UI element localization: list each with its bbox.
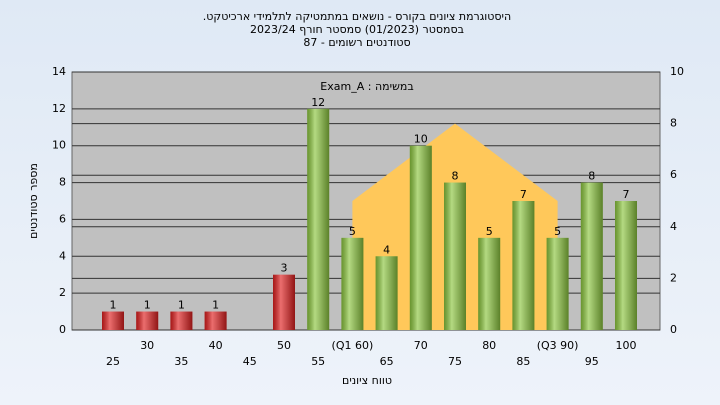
x-axis-label: טווח ציונים	[342, 374, 392, 387]
chart-title: היסטוגרמת ציונים בקורס - נושאים במתמטיקה…	[203, 10, 511, 23]
x-tick-label: 40	[209, 339, 223, 352]
x-tick-label: 95	[585, 355, 599, 368]
bar-shade	[204, 311, 227, 330]
data-label: 4	[383, 243, 390, 256]
bar-shade	[615, 201, 637, 330]
bar-shade	[102, 311, 124, 330]
x-tick-label: 45	[243, 355, 257, 368]
data-label: 8	[452, 170, 459, 183]
x-tick-label: 85	[516, 355, 530, 368]
y2-tick-label: 10	[670, 65, 684, 78]
y2-tick-label: 2	[670, 271, 677, 284]
data-label: 7	[520, 188, 527, 201]
x-tick-label: (Q1 60)	[332, 339, 374, 352]
bar-shade	[341, 237, 364, 330]
data-label: 1	[212, 299, 219, 312]
data-label: 7	[623, 188, 630, 201]
data-label: 10	[414, 133, 428, 146]
x-tick-label: 55	[311, 355, 325, 368]
y-tick-label: 14	[52, 65, 66, 78]
chart-subtitle: סטודנטים רשומים - 87	[303, 36, 410, 49]
bar-shade	[512, 201, 535, 330]
data-label: 5	[349, 225, 356, 238]
data-label: 5	[554, 225, 561, 238]
bar-shade	[307, 108, 330, 330]
y-tick-label: 4	[59, 249, 66, 262]
data-label: 1	[144, 299, 151, 312]
y-axis-label: מספר סטודנטים	[27, 163, 40, 239]
x-tick-label: 30	[140, 339, 154, 352]
bar-shade	[409, 145, 432, 330]
y2-tick-label: 4	[670, 220, 677, 233]
data-label: 1	[178, 299, 185, 312]
bar-shade	[170, 311, 193, 330]
y-tick-label: 0	[59, 323, 66, 336]
data-label: 5	[486, 225, 493, 238]
annotation: במשימה : Exam_A	[320, 80, 413, 93]
data-label: 1	[110, 299, 117, 312]
bar-shade	[580, 182, 603, 330]
bar-shade	[546, 237, 569, 330]
y-tick-label: 8	[59, 176, 66, 189]
y2-tick-label: 8	[670, 117, 677, 130]
x-tick-label: 70	[414, 339, 428, 352]
chart-subtitle: בסמסטר (01/2023) סמסטר חורף 2023/24	[250, 23, 464, 36]
x-tick-label: 25	[106, 355, 120, 368]
x-tick-label: (Q3 90)	[537, 339, 579, 352]
y-tick-label: 12	[52, 102, 66, 115]
y2-tick-label: 0	[670, 323, 677, 336]
y-tick-label: 6	[59, 212, 66, 225]
bar-shade	[273, 274, 295, 330]
y-tick-label: 10	[52, 139, 66, 152]
bar-shade	[136, 311, 159, 330]
x-tick-label: 35	[174, 355, 188, 368]
x-tick-label: 50	[277, 339, 291, 352]
data-label: 8	[588, 170, 595, 183]
y-tick-label: 2	[59, 286, 66, 299]
bar-shade	[478, 237, 501, 330]
data-label: 3	[281, 262, 288, 275]
x-tick-label: 65	[380, 355, 394, 368]
x-tick-label: 75	[448, 355, 462, 368]
data-label: 12	[311, 96, 325, 109]
bar-shade	[375, 256, 398, 330]
bar-shade	[444, 182, 466, 330]
y2-tick-label: 6	[670, 168, 677, 181]
x-tick-label: 100	[616, 339, 637, 352]
x-tick-label: 80	[482, 339, 496, 352]
